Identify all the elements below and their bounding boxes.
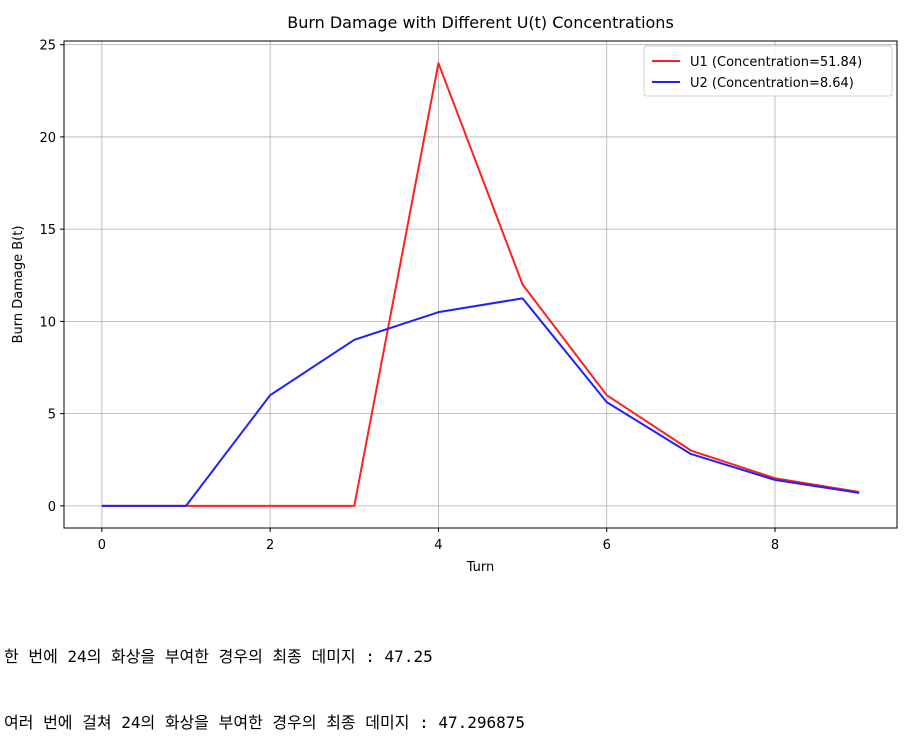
x-tick-label: 8 [771,538,779,553]
y-tick-label: 0 [48,500,56,515]
burn-damage-chart: Burn Damage with Different U(t) Concentr… [11,13,898,575]
y-tick-label: 15 [39,223,56,238]
series-line-1 [101,62,860,507]
output-line-multi-burn: 여러 번에 걸쳐 24의 화상을 부여한 경우의 최종 데미지 : 47.296… [4,713,526,732]
x-axis-label: Turn [466,560,495,575]
chart-title: Burn Damage with Different U(t) Concentr… [287,13,674,32]
plot-frame [63,40,898,529]
legend-box [643,45,893,97]
output-line-single-burn: 한 번에 24의 화상을 부여한 경우의 최종 데미지 : 47.25 [4,647,433,666]
y-tick-label: 20 [39,131,56,146]
series-line-2 [101,297,860,507]
y-tick-label: 10 [39,315,56,330]
x-tick-label: 6 [603,538,611,553]
console-output: 한 번에 24의 화상을 부여한 경우의 최종 데미지 : 47.25 여러 번… [4,602,525,756]
grid-lines [64,41,897,528]
axis-ticks: 0 2 4 6 8 0 5 10 15 20 25 [39,39,779,553]
legend-label-1: U1 (Concentration=51.84) [690,55,862,70]
x-tick-label: 2 [266,538,274,553]
y-tick-label: 25 [39,39,56,54]
y-axis-label: Burn Damage B(t) [11,226,26,344]
series-lines [101,62,860,507]
x-tick-label: 4 [434,538,442,553]
y-tick-label: 5 [48,408,56,423]
x-tick-label: 0 [98,538,106,553]
legend: U1 (Concentration=51.84) U2 (Concentratio… [643,45,893,97]
legend-label-2: U2 (Concentration=8.64) [690,76,854,91]
